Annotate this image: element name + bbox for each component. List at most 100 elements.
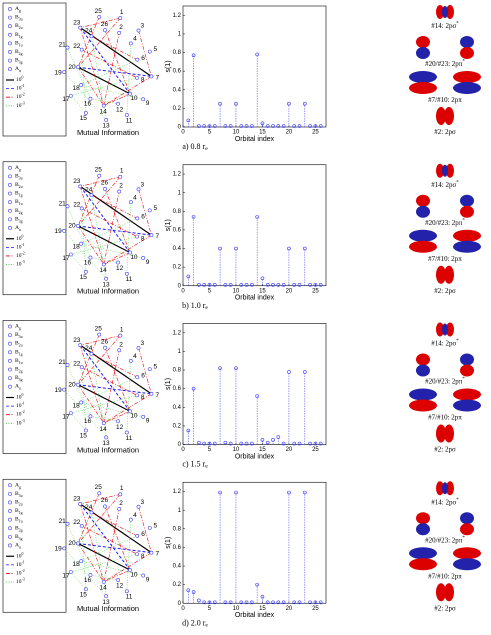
legend-label-sub: g <box>19 326 21 330</box>
x-tick-label: 10 <box>233 606 240 612</box>
network-node <box>128 358 133 363</box>
network-node <box>88 414 93 419</box>
legend-label: B1g <box>15 508 23 515</box>
node-label: 22 <box>73 43 81 50</box>
orbital-lobe <box>453 547 481 560</box>
legend-label: B2g <box>15 367 23 374</box>
y-tick-label: 0.8 <box>173 368 182 374</box>
network-edge <box>91 194 138 219</box>
orbital-label-main: #20/#23: 2pπ <box>425 218 463 226</box>
stem-marker <box>207 283 212 287</box>
legend-label: Au <box>15 543 21 550</box>
orbital-label: #20/#23: 2pπ* <box>425 377 465 385</box>
stem-marker <box>202 124 206 128</box>
stem-marker <box>281 124 286 128</box>
stem-marker <box>265 440 270 445</box>
legend-label: B3g <box>15 375 23 382</box>
node-label: 17 <box>62 255 70 262</box>
network-node <box>103 187 107 191</box>
orbital-label: #14: 2pσ* <box>431 22 459 30</box>
legend-marker <box>8 358 12 363</box>
legend-label-main: B <box>15 517 19 523</box>
network-node <box>136 187 141 192</box>
network-edge <box>63 71 107 121</box>
stem-marker <box>218 101 222 106</box>
orbital-label: #14: 2pσ* <box>431 498 459 506</box>
orbital-label: #14: 2pσ* <box>431 180 459 188</box>
x-tick-label: 15 <box>259 130 266 136</box>
legend-label-sub: 1u <box>19 520 23 524</box>
caption-main: c) 1.5 r <box>182 459 205 468</box>
stem-marker <box>186 428 191 433</box>
y-tick-label: 0 <box>178 442 182 448</box>
legend-label-sub: u <box>19 387 21 391</box>
network-edge <box>81 208 138 237</box>
legend-label-main: A <box>15 165 19 171</box>
legend-label-sub: u <box>19 69 21 73</box>
legend-label-sup: -1 <box>22 401 25 405</box>
node-label: 9 <box>146 576 150 583</box>
legend-label-main: 10 <box>16 421 22 427</box>
node-label: 6 <box>141 214 145 221</box>
orbital-lobe <box>409 547 437 560</box>
legend-label-sub: 2u <box>19 26 23 30</box>
network-edge <box>80 335 121 346</box>
network-node <box>128 41 133 46</box>
legend-label-sup: -2 <box>22 410 25 414</box>
network-node <box>118 333 123 338</box>
legend-label-main: 10 <box>16 86 22 92</box>
network-edge <box>91 36 138 60</box>
stem-marker <box>244 600 249 605</box>
node-label: 19 <box>55 387 63 394</box>
y-tick-label: 1 <box>178 508 182 514</box>
network-edge <box>80 494 121 505</box>
network-edge <box>90 98 119 105</box>
orbital-lobe <box>460 353 474 366</box>
legend-label: B3g <box>15 534 23 541</box>
network-node <box>116 578 120 582</box>
legend-label-main: B <box>15 49 19 55</box>
x-tick-label: 25 <box>312 606 319 612</box>
legend-marker <box>8 191 12 196</box>
network-node <box>97 491 102 496</box>
network-node <box>135 234 139 239</box>
legend-label-main: 10 <box>16 403 22 409</box>
legend-label-sub: 3g <box>19 537 23 541</box>
orbital-lobe <box>460 47 474 59</box>
node-label: 26 <box>101 497 109 504</box>
legend-label-sub: u <box>19 228 21 232</box>
network-node <box>135 75 139 80</box>
network-node <box>78 343 83 348</box>
network-node <box>68 252 73 257</box>
network-node <box>128 200 133 205</box>
legend-label: B1g <box>15 32 23 39</box>
network-edge <box>77 335 121 385</box>
legend-label-main: B <box>15 526 19 532</box>
network-edge <box>79 186 105 265</box>
network-edge <box>79 27 131 95</box>
network-node <box>97 332 102 337</box>
legend-label: 10-2 <box>16 569 25 577</box>
x-tick-label: 10 <box>233 288 240 294</box>
orbital-lobe <box>409 558 437 571</box>
legend-marker <box>8 183 12 187</box>
stem-marker <box>228 441 233 446</box>
network-node <box>65 45 70 50</box>
stem-marker <box>223 600 228 605</box>
legend-label-sub: 2u <box>19 502 23 506</box>
stem-marker <box>191 386 196 391</box>
network-node <box>117 507 122 511</box>
stem-marker <box>212 600 217 605</box>
node-label: 14 <box>99 585 107 592</box>
stem-marker <box>228 283 233 287</box>
network-node <box>89 510 94 515</box>
orbital-label: #2: 2pσ <box>434 286 456 294</box>
network-node <box>103 504 107 509</box>
network-node <box>79 47 84 52</box>
legend-marker <box>8 165 12 170</box>
legend-label-main: B <box>15 182 19 188</box>
legend-label-sup: -2 <box>22 93 25 97</box>
node-label: 1 <box>120 9 124 16</box>
legend-label-main: B <box>15 332 19 338</box>
node-label: 16 <box>84 418 92 425</box>
